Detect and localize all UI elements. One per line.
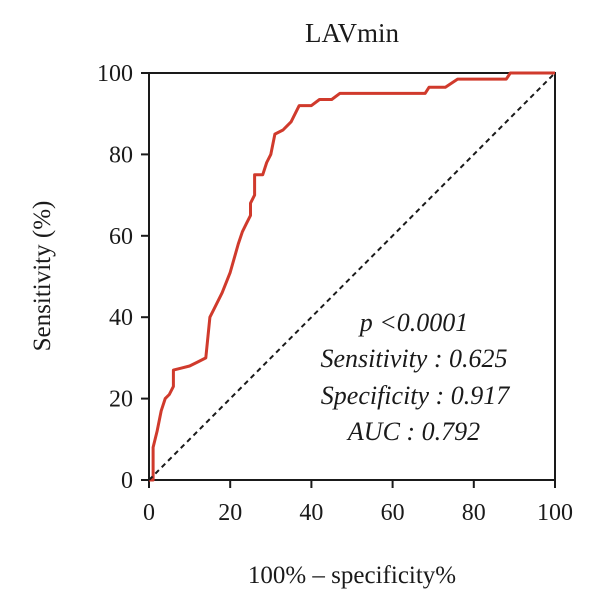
y-tick-label: 40 [109,305,133,331]
y-tick-label: 0 [121,468,133,494]
plot-frame [148,72,556,481]
x-tick-label: 80 [462,500,486,526]
series-layer [148,71,556,482]
axis-ticks: 0 20 40 60 80 100 0 20 40 60 80 100 [97,61,573,526]
annotation-line: Sensitivity : 0.625 [320,344,507,373]
y-tick-label: 60 [109,224,133,250]
roc-curve-line [149,71,555,482]
x-tick-label: 20 [218,500,242,526]
y-tick-label: 80 [109,142,133,168]
annotation-line: AUC : 0.792 [346,417,480,446]
y-axis-label: Sensitivity (%) [29,201,56,352]
x-tick-label: 40 [299,500,323,526]
annotation-block: p <0.0001 Sensitivity : 0.625 Specificity … [320,308,510,446]
chart-title: LAVmin [305,18,400,48]
x-axis-label: 100% – specificity% [248,562,456,589]
x-tick-label: 60 [381,500,405,526]
reference-diagonal-line [148,72,556,481]
annotation-line: Specificity : 0.917 [321,381,510,410]
x-tick-label: 0 [143,500,155,526]
y-tick-label: 20 [109,387,133,413]
annotation-line: p <0.0001 [358,308,469,337]
x-tick-label: 100 [537,500,573,526]
y-tick-label: 100 [97,61,133,87]
